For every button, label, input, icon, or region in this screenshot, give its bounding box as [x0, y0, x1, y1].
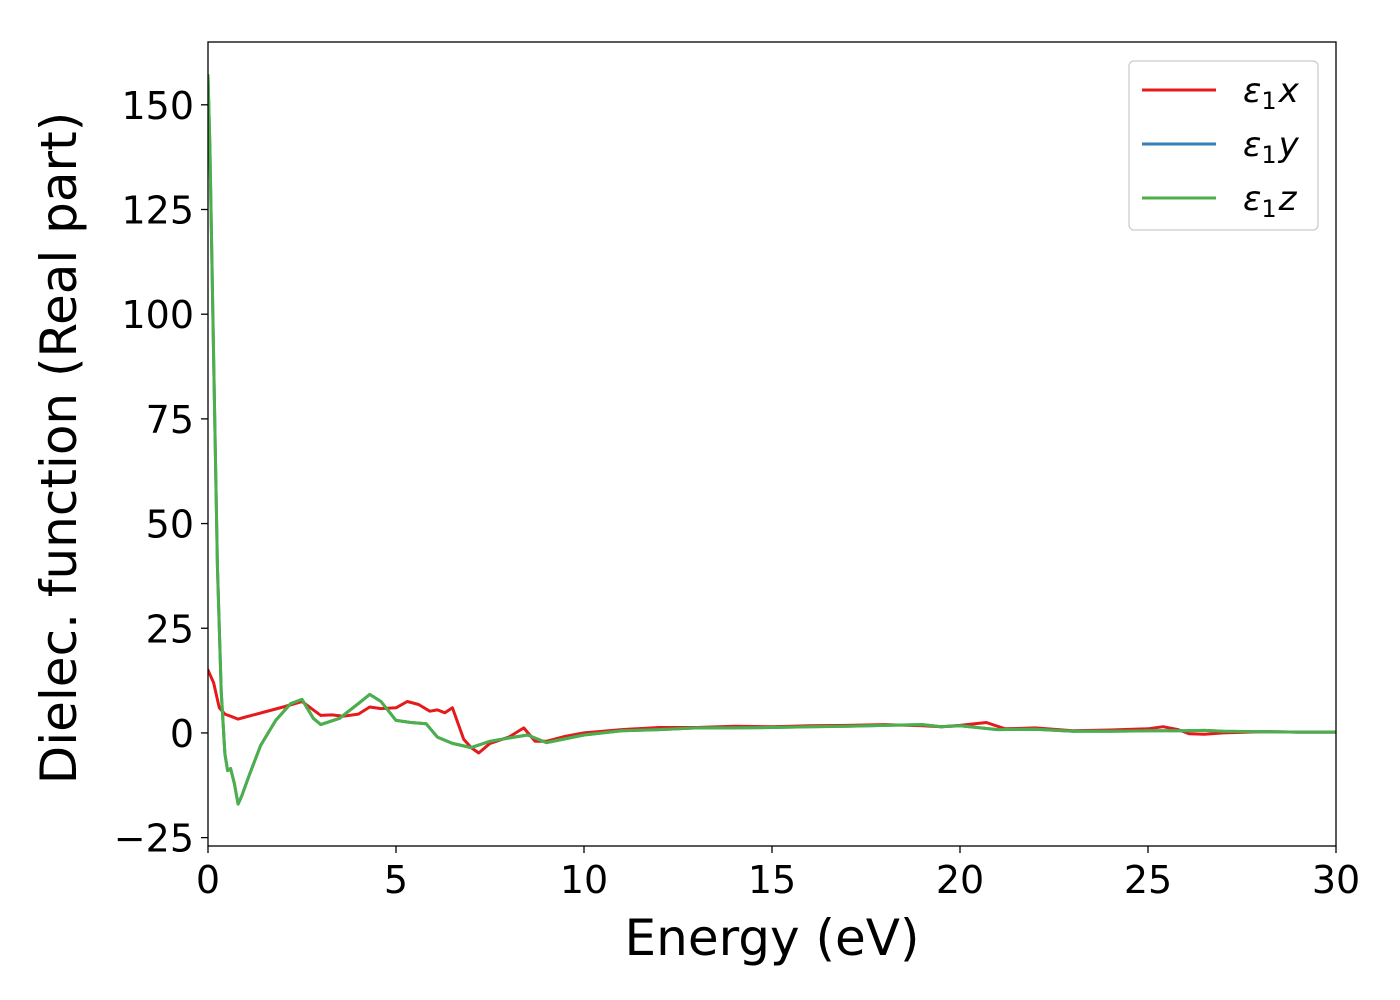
y-tick-label: 25 — [146, 607, 194, 651]
x-tick-label: 10 — [560, 858, 608, 902]
y-axis-title: Dielec. function (Real part) — [30, 112, 88, 784]
x-axis-title: Energy (eV) — [625, 909, 920, 967]
y-tick-label: 100 — [121, 293, 194, 337]
x-tick-label: 25 — [1124, 858, 1172, 902]
series-layer — [208, 74, 1336, 806]
x-tick-label: 30 — [1312, 858, 1360, 902]
y-tick-label: −25 — [114, 817, 194, 861]
y-tick-label: 150 — [121, 84, 194, 128]
y-tick-label: 75 — [146, 398, 194, 442]
series-line-x — [208, 668, 1336, 755]
series-line-z — [208, 74, 1336, 806]
x-tick-label: 5 — [384, 858, 408, 902]
y-tick-label: 50 — [146, 503, 194, 547]
legend-label-z: ε1z — [1243, 179, 1298, 223]
x-tick-label: 15 — [748, 858, 796, 902]
x-tick-label: 20 — [936, 858, 984, 902]
y-tick-label: 0 — [170, 712, 194, 756]
x-tick-label: 0 — [196, 858, 220, 902]
legend-label-x: ε1x — [1243, 71, 1300, 115]
legend-box — [1128, 60, 1319, 231]
y-tick-label: 125 — [121, 189, 194, 233]
legend: ε1x ε1y ε1z — [1128, 60, 1319, 231]
legend-label-y: ε1y — [1243, 125, 1300, 169]
